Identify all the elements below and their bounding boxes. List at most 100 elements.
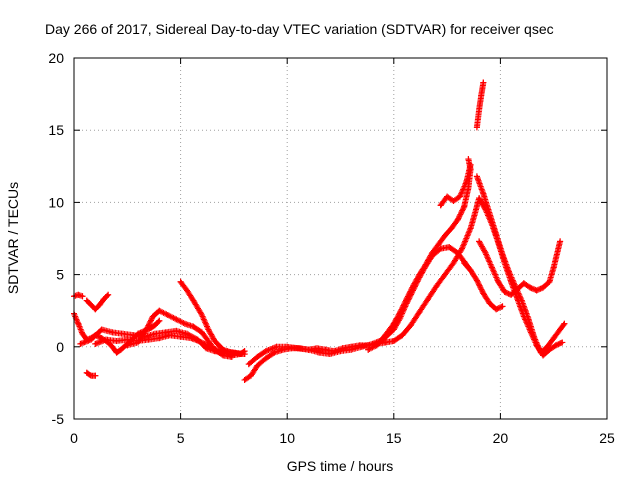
data-point (109, 343, 116, 350)
series-arc-10 (245, 244, 474, 368)
x-tick-labels: 0 5 10 15 20 25 (70, 430, 615, 446)
data-point (113, 338, 120, 345)
data-point (262, 355, 269, 362)
data-point (416, 309, 423, 316)
data-point (156, 307, 163, 314)
data-point (254, 353, 261, 360)
data-point (205, 338, 212, 345)
data-point (105, 291, 112, 298)
data-point (463, 179, 470, 186)
x-tick-label: 25 (599, 430, 615, 446)
data-point (92, 306, 99, 313)
data-point (390, 338, 397, 345)
data-point (79, 330, 86, 337)
x-tick-label: 0 (70, 430, 78, 446)
data-point (493, 306, 500, 313)
data-point (156, 317, 163, 324)
data-point (441, 232, 448, 239)
data-point (211, 338, 218, 345)
data-point (100, 296, 107, 303)
data-point (448, 225, 455, 232)
data-point (373, 342, 380, 349)
data-point (486, 210, 493, 217)
data-point (247, 372, 254, 379)
series-arc-16 (461, 260, 506, 313)
data-point (544, 343, 551, 350)
data-point (241, 377, 248, 384)
data-point (88, 301, 95, 308)
data-point (102, 336, 109, 343)
series-arc-2 (71, 291, 86, 300)
data-point (499, 251, 506, 258)
data-point (450, 197, 457, 204)
data-point (183, 287, 190, 294)
data-point (134, 339, 141, 346)
data-point (403, 296, 410, 303)
data-point (205, 326, 212, 333)
data-point (531, 335, 538, 342)
data-point (365, 346, 372, 353)
data-point (527, 284, 534, 291)
data-point (454, 249, 461, 256)
data-point (459, 245, 466, 252)
data-point (390, 320, 397, 327)
grid (74, 58, 607, 419)
data-point (152, 322, 159, 329)
data-point (514, 286, 521, 293)
data-point (130, 332, 137, 339)
data-point (109, 329, 116, 336)
data-point (145, 336, 152, 343)
data-point (190, 297, 197, 304)
marker-trace (245, 244, 474, 368)
data-point (480, 79, 487, 86)
data-point (198, 329, 205, 336)
data-point (83, 297, 90, 304)
data-point (508, 291, 515, 298)
data-point (198, 312, 205, 319)
y-tick-label: 10 (48, 194, 64, 210)
y-tick-label: 0 (56, 339, 64, 355)
data-point (190, 323, 197, 330)
data-point (552, 342, 559, 349)
data-point (473, 277, 480, 284)
data-point (473, 124, 480, 131)
x-tick-label: 15 (386, 430, 402, 446)
data-point (397, 309, 404, 316)
series-arc-14 (473, 173, 568, 356)
data-point (177, 278, 184, 285)
series-arc-4 (83, 369, 99, 379)
data-point (501, 288, 508, 295)
y-tick-label: 5 (56, 267, 64, 283)
data-point (241, 351, 248, 358)
data-point (456, 193, 463, 200)
data-point (228, 349, 235, 356)
data-point (471, 210, 478, 217)
data-point (559, 339, 566, 346)
data-point (262, 348, 269, 355)
data-point (525, 314, 532, 321)
data-point (198, 339, 205, 346)
data-point (476, 238, 483, 245)
data-point (450, 260, 457, 267)
data-point (294, 345, 301, 352)
data-point (164, 312, 171, 319)
data-point (446, 244, 453, 251)
data-point (254, 362, 261, 369)
data-point (316, 349, 323, 356)
data-point (399, 332, 406, 339)
x-axis-label: GPS time / hours (287, 458, 394, 474)
data-point (124, 336, 131, 343)
data-point (561, 320, 568, 327)
data-point (486, 300, 493, 307)
data-point (173, 327, 180, 334)
data-point (550, 264, 557, 271)
data-point (177, 333, 184, 340)
data-point (77, 340, 84, 347)
data-point (476, 195, 483, 202)
data-point (557, 326, 564, 333)
data-point (488, 264, 495, 271)
data-point (173, 316, 180, 323)
data-point (220, 346, 227, 353)
data-points (71, 79, 568, 384)
